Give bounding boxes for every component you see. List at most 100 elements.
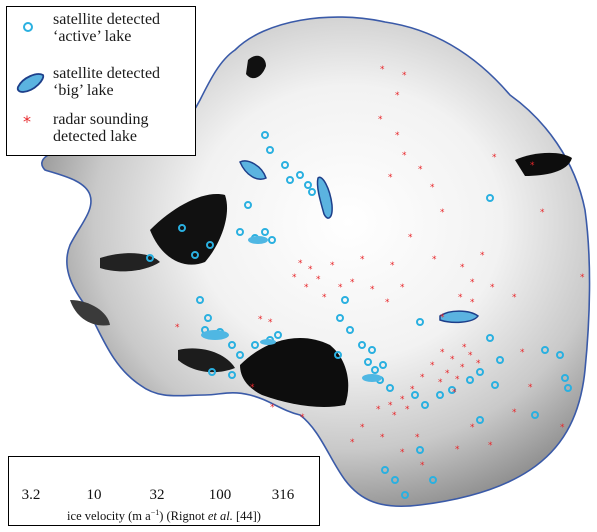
svg-text:*: * [402,151,407,161]
svg-text:*: * [390,261,395,271]
svg-text:*: * [380,433,385,443]
svg-text:*: * [395,131,400,141]
radar-lake-legend-icon: * [23,112,31,129]
svg-text:*: * [298,259,303,269]
svg-text:*: * [410,385,415,395]
svg-text:*: * [512,408,517,418]
svg-text:*: * [258,315,263,325]
colorbar-tick: 3.2 [21,487,41,503]
svg-text:*: * [385,298,390,308]
legend-box: satellite detected ‘active’ lake satelli… [6,6,196,156]
svg-text:*: * [560,423,565,433]
svg-text:*: * [370,285,375,295]
svg-text:*: * [418,165,423,175]
svg-text:*: * [488,441,493,451]
big-lake-vostok [439,310,480,324]
svg-text:*: * [338,283,343,293]
colorbar-tick: 316 [271,487,295,503]
svg-text:*: * [520,348,525,358]
svg-text:*: * [440,208,445,218]
svg-text:*: * [476,359,481,369]
svg-text:*: * [402,71,407,81]
legend-radar-lake: radar sounding detected lake [53,111,149,145]
amery-ice-shelf [515,152,572,176]
svg-text:*: * [388,401,393,411]
svg-text:*: * [304,283,309,293]
svg-text:*: * [23,112,31,129]
svg-text:*: * [378,115,383,125]
svg-text:*: * [392,411,397,421]
colorbar-box: 3.2 10 32 100 316 ice velocity (m a−1) (… [8,456,320,526]
stream-dark-2 [178,348,235,373]
svg-text:*: * [445,369,450,379]
svg-text:*: * [350,278,355,288]
big-lake-legend-icon [16,73,45,93]
svg-text:*: * [460,363,465,373]
svg-text:*: * [462,343,467,353]
svg-text:*: * [376,405,381,415]
svg-text:*: * [322,293,327,303]
svg-text:*: * [380,65,385,75]
big-lake-2 [239,160,267,180]
svg-text:*: * [308,265,313,275]
svg-text:*: * [480,251,485,261]
svg-text:*: * [468,351,473,361]
svg-text:*: * [388,173,393,183]
legend-active-lake: satellite detected ‘active’ lake [53,11,161,45]
svg-text:*: * [408,233,413,243]
svg-text:*: * [395,91,400,101]
svg-text:*: * [330,261,335,271]
legend-big-lake: satellite detected ‘big’ lake [53,65,161,99]
svg-text:*: * [450,355,455,365]
svg-text:*: * [300,413,305,423]
big-lake-1 [316,176,333,219]
svg-text:*: * [292,273,297,283]
svg-text:*: * [360,255,365,265]
svg-text:*: * [528,383,533,393]
svg-text:*: * [430,361,435,371]
active-lake-legend-icon [23,22,33,32]
stream-dark-3 [70,300,110,326]
svg-text:*: * [400,395,405,405]
svg-text:*: * [175,323,180,333]
svg-text:*: * [438,378,443,388]
svg-text:*: * [440,348,445,358]
svg-text:*: * [470,278,475,288]
svg-text:*: * [452,388,457,398]
svg-text:*: * [455,375,460,385]
active-lake-clusters [201,236,382,382]
svg-text:*: * [540,208,545,218]
svg-text:*: * [455,445,460,455]
svg-text:*: * [350,438,355,448]
svg-text:*: * [530,161,535,171]
svg-text:*: * [580,273,585,283]
svg-text:*: * [470,423,475,433]
svg-text:*: * [490,283,495,293]
svg-text:*: * [420,461,425,471]
colorbar-tick: 100 [208,487,232,503]
svg-text:*: * [492,153,497,163]
svg-text:*: * [360,423,365,433]
colorbar-title: ice velocity (m a−1) (Rignot et al. [44]… [67,508,261,523]
svg-text:*: * [430,183,435,193]
svg-text:*: * [316,275,321,285]
colorbar-tick: 32 [149,487,165,503]
svg-text:*: * [250,383,255,393]
colorbar-tick: 10 [86,487,102,503]
svg-text:*: * [440,313,445,323]
active-lakes [146,131,572,499]
svg-text:*: * [470,298,475,308]
radar-lakes: *** *** *** *** *** *** *** *** *** *** … [175,65,585,471]
svg-text:*: * [415,433,420,443]
svg-text:*: * [460,263,465,273]
svg-text:*: * [400,448,405,458]
svg-text:*: * [420,373,425,383]
svg-text:*: * [512,293,517,303]
svg-text:*: * [405,405,410,415]
svg-text:*: * [270,403,275,413]
ross-ice-shelf [240,337,349,407]
filchner-ice-shelf [246,55,266,79]
svg-text:*: * [432,255,437,265]
stream-dark-1 [100,253,160,272]
svg-text:*: * [400,283,405,293]
